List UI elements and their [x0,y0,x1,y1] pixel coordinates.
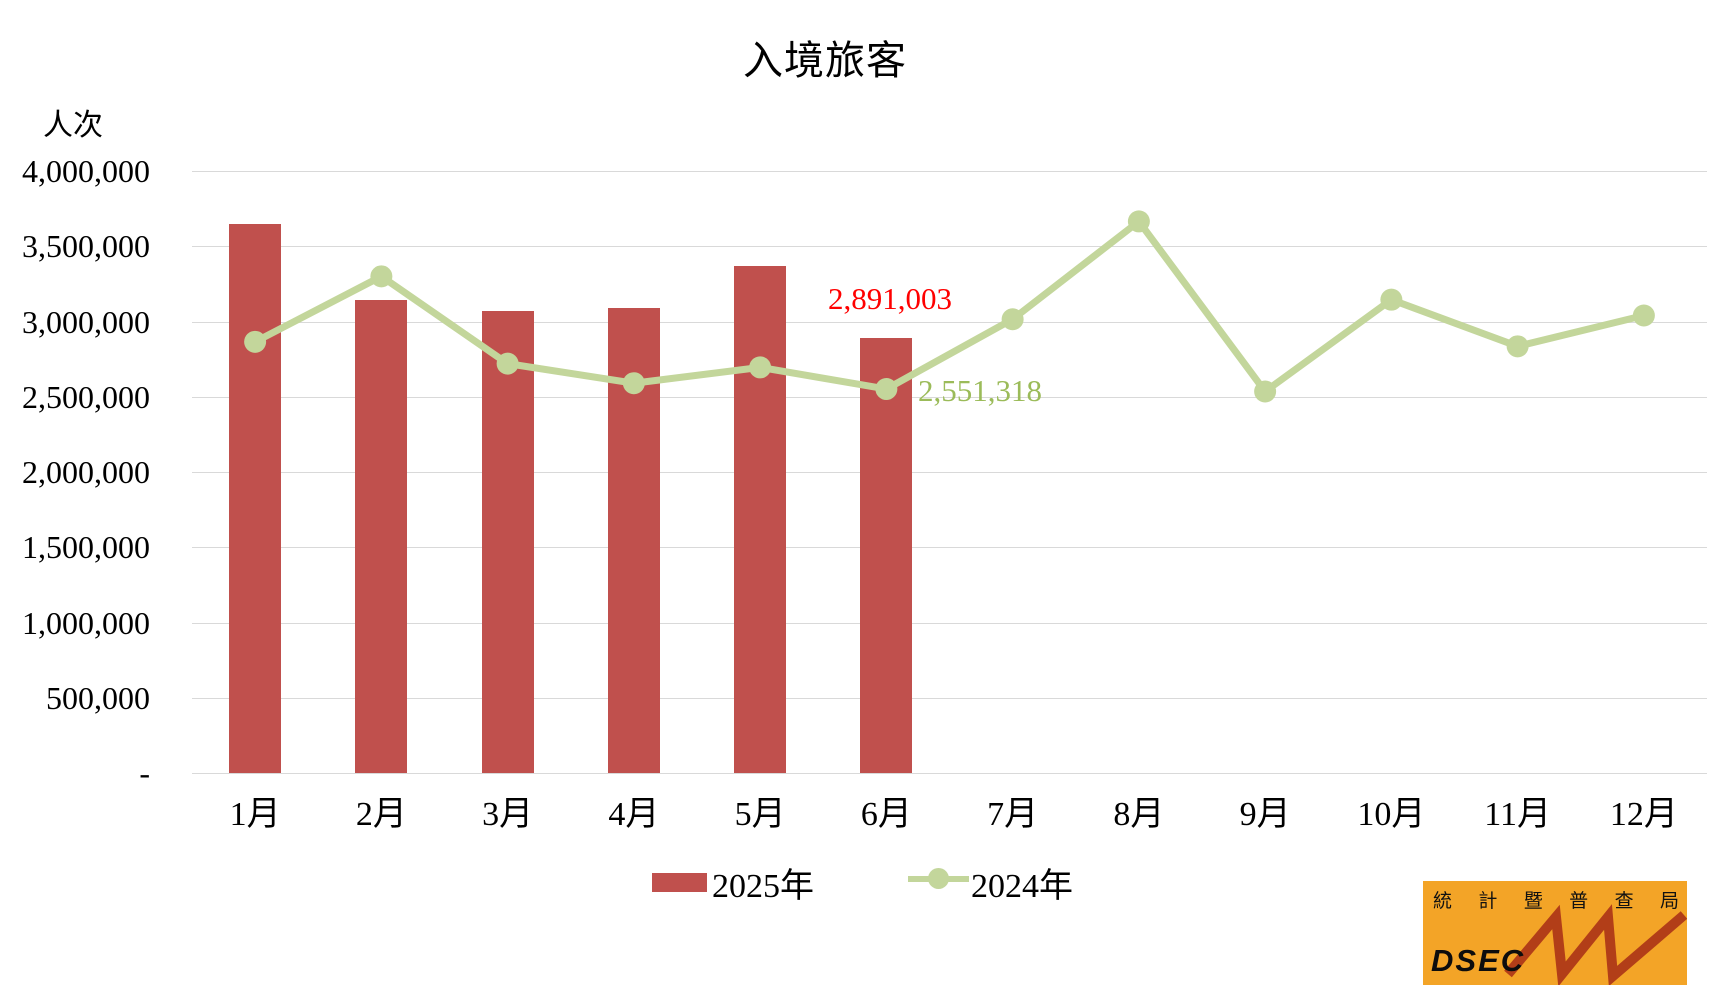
line-point-2024年-2月 [370,265,393,288]
dsec-logo-char: 統 [1433,891,1453,912]
line-point-2024年-9月 [1254,380,1277,403]
y-axis-tick-label: 2,500,000 [22,378,150,415]
x-axis-label-4: 4月 [608,796,660,833]
line-point-2024年-11月 [1506,335,1529,358]
legend-swatch-2024-marker [928,868,949,889]
x-axis-label-6: 6月 [860,796,912,833]
dsec-logo-char: 計 [1478,891,1498,912]
gridline [192,472,1707,473]
chart-title: 入境旅客 [743,38,907,83]
y-axis-tick-label: 2,000,000 [22,454,150,490]
y-axis-tick-label: 4,000,000 [22,153,150,189]
x-axis-label-3: 3月 [482,796,534,833]
bar-2025年-6月 [860,337,913,773]
gridline [192,622,1707,624]
dsec-logo-char: 局 [1659,891,1679,912]
data-label-2025-june: 2,891,003 [828,281,952,316]
x-axis-label-2: 2月 [355,796,407,833]
x-axis-label-10: 10月 [1357,796,1426,833]
bar-2025年-3月 [481,310,534,773]
dsec-logo-chinese-name: 統計暨普查局 [1433,886,1679,913]
y-axis-tick-label: 1,000,000 [22,604,150,641]
gridline [192,396,1707,398]
bar-2025年-4月 [607,307,660,773]
dsec-logo-char: 暨 [1523,891,1543,912]
y-axis-tick-label: 3,000,000 [22,303,150,340]
x-axis-label-12: 12月 [1609,796,1678,833]
bar-2025年-1月 [229,223,282,773]
dsec-logo: 統 計 暨 普 查 局 DSEC [1423,881,1687,985]
dsec-logo-acronym: DSEC [1431,943,1526,978]
line-point-2024年-8月 [1127,210,1150,233]
x-axis-label-8: 8月 [1113,796,1165,833]
x-axis-label-5: 5月 [734,796,786,833]
legend-label-2025: 2025年 [712,868,814,905]
x-axis-label-1: 1月 [229,796,281,833]
gridline [192,321,1707,323]
data-label-2024-june: 2,551,318 [918,373,1042,408]
y-axis-unit-label: 人次 [43,109,103,142]
gridline [192,171,1707,172]
x-axis-line [192,773,1707,774]
line-point-2024年-7月 [1001,308,1024,331]
bar-2025年-5月 [734,265,787,773]
line-point-2024年-12月 [1632,304,1655,327]
dsec-zigzag-icon [1504,904,1687,985]
gridline [192,246,1707,248]
legend-swatch-2025-bar [652,873,707,892]
y-axis-tick-label: 500,000 [46,679,150,716]
line-point-2024年-10月 [1380,288,1403,311]
gridline [192,697,1707,699]
x-axis-label-11: 11月 [1484,796,1551,833]
legend-label-2024: 2024年 [971,868,1073,905]
dsec-logo-char: 查 [1614,891,1634,912]
gridline [192,547,1707,549]
x-axis-label-9: 9月 [1239,796,1291,833]
y-axis-tick-label: 3,500,000 [22,228,150,265]
bar-2025年-2月 [355,299,408,773]
x-axis-label-7: 7月 [987,796,1039,833]
y-axis-tick-label: - [139,755,150,791]
dsec-logo-char: 普 [1569,891,1589,912]
y-axis-tick-label: 1,500,000 [22,529,150,566]
